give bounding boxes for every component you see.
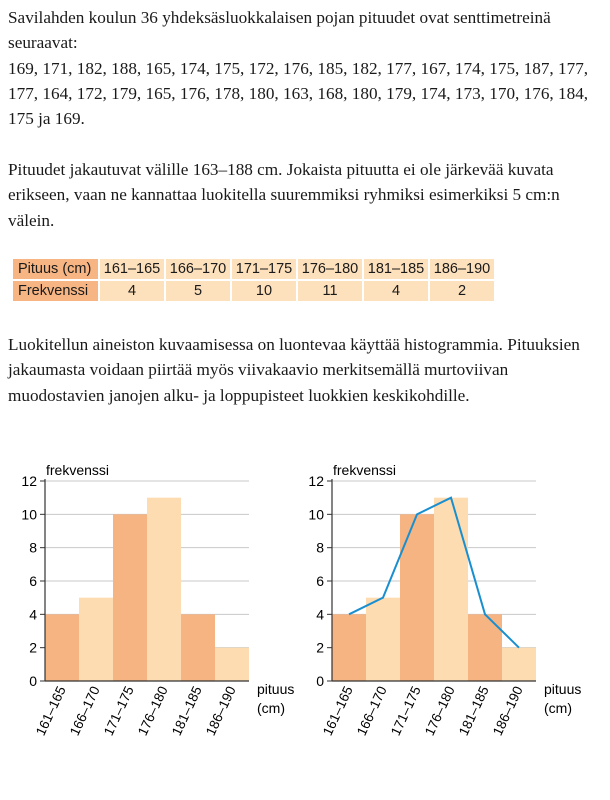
bar bbox=[45, 614, 79, 681]
y-tick-label: 8 bbox=[316, 540, 324, 556]
intro-paragraph: Savilahden koulun 36 yhdeksäsluokkalaise… bbox=[8, 5, 608, 131]
y-tick-label: 6 bbox=[29, 573, 37, 589]
table-cell: 10 bbox=[232, 281, 296, 301]
height-data-list: 169, 171, 182, 188, 165, 174, 175, 172, … bbox=[8, 58, 589, 129]
x-axis-label-line2: (cm) bbox=[257, 700, 285, 716]
y-tick-label: 2 bbox=[29, 640, 37, 656]
frequency-table: Pituus (cm) 161–165 166–170 171–175 176–… bbox=[11, 257, 496, 303]
table-cell: 11 bbox=[298, 281, 362, 301]
table-cell: 166–170 bbox=[166, 259, 230, 279]
y-tick-label: 12 bbox=[308, 473, 324, 489]
x-tick-label: 186–190 bbox=[490, 684, 526, 738]
bar bbox=[147, 497, 181, 681]
table-cell: 176–180 bbox=[298, 259, 362, 279]
bar bbox=[468, 614, 502, 681]
y-axis-label: frekvenssi bbox=[46, 462, 109, 478]
table-cell: 5 bbox=[166, 281, 230, 301]
x-tick-label: 171–175 bbox=[101, 684, 137, 738]
bar bbox=[434, 497, 468, 681]
y-tick-label: 2 bbox=[316, 640, 324, 656]
y-tick-label: 4 bbox=[316, 606, 324, 622]
y-tick-label: 0 bbox=[29, 673, 37, 689]
y-axis-label: frekvenssi bbox=[333, 462, 396, 478]
table-row-frequencies: Frekvenssi 4 5 10 11 4 2 bbox=[13, 281, 494, 301]
x-axis-label-line1: pituus bbox=[257, 681, 294, 697]
x-tick-label: 161–165 bbox=[320, 684, 356, 738]
table-cell: 2 bbox=[430, 281, 494, 301]
row-header: Pituus (cm) bbox=[13, 259, 98, 279]
bar bbox=[366, 597, 400, 681]
table-cell: 4 bbox=[100, 281, 164, 301]
x-tick-label: 171–175 bbox=[388, 684, 424, 738]
bar bbox=[215, 647, 249, 681]
x-tick-label: 166–170 bbox=[354, 684, 390, 738]
x-tick-label: 161–165 bbox=[33, 684, 69, 738]
bar bbox=[502, 647, 536, 681]
x-axis-label-line2: (cm) bbox=[544, 700, 572, 716]
y-tick-label: 12 bbox=[21, 473, 37, 489]
x-tick-label: 181–185 bbox=[169, 684, 205, 738]
table-cell: 161–165 bbox=[100, 259, 164, 279]
y-tick-label: 8 bbox=[29, 540, 37, 556]
y-tick-label: 10 bbox=[308, 506, 324, 522]
x-tick-label: 186–190 bbox=[203, 684, 239, 738]
frequency-polygon-line bbox=[348, 496, 520, 649]
bar bbox=[181, 614, 215, 681]
x-tick-label: 181–185 bbox=[456, 684, 492, 738]
x-axis-label-line1: pituus bbox=[544, 681, 581, 697]
y-tick-label: 4 bbox=[29, 606, 37, 622]
table-cell: 4 bbox=[364, 281, 428, 301]
bar bbox=[79, 597, 113, 681]
row-header: Frekvenssi bbox=[13, 281, 98, 301]
x-tick-label: 166–170 bbox=[67, 684, 103, 738]
histogram-chart: 0 2 4 6 8 10 12 161–165166–170171–175176–180181… bbox=[21, 462, 294, 738]
x-tick-label: 176–180 bbox=[135, 684, 171, 738]
y-tick-label: 0 bbox=[316, 673, 324, 689]
bar bbox=[113, 514, 147, 681]
explanation-paragraph: Pituudet jakautuvat välille 163–188 cm. … bbox=[8, 160, 560, 230]
y-tick-label: 6 bbox=[316, 573, 324, 589]
intro-text: Savilahden koulun 36 yhdeksäsluokkalaise… bbox=[8, 8, 551, 53]
bar bbox=[400, 514, 434, 681]
table-cell: 186–190 bbox=[430, 259, 494, 279]
histogram-paragraph: Luokitellun aineiston kuvaamisessa on lu… bbox=[8, 335, 580, 405]
x-tick-label: 176–180 bbox=[422, 684, 458, 738]
y-tick-label: 10 bbox=[21, 506, 37, 522]
table-cell: 171–175 bbox=[232, 259, 296, 279]
histogram-line-chart: 0 2 4 6 8 10 12 161–165166–170171–175176–180181… bbox=[308, 462, 581, 738]
table-row-classes: Pituus (cm) 161–165 166–170 171–175 176–… bbox=[13, 259, 494, 279]
bar bbox=[332, 614, 366, 681]
table-cell: 181–185 bbox=[364, 259, 428, 279]
